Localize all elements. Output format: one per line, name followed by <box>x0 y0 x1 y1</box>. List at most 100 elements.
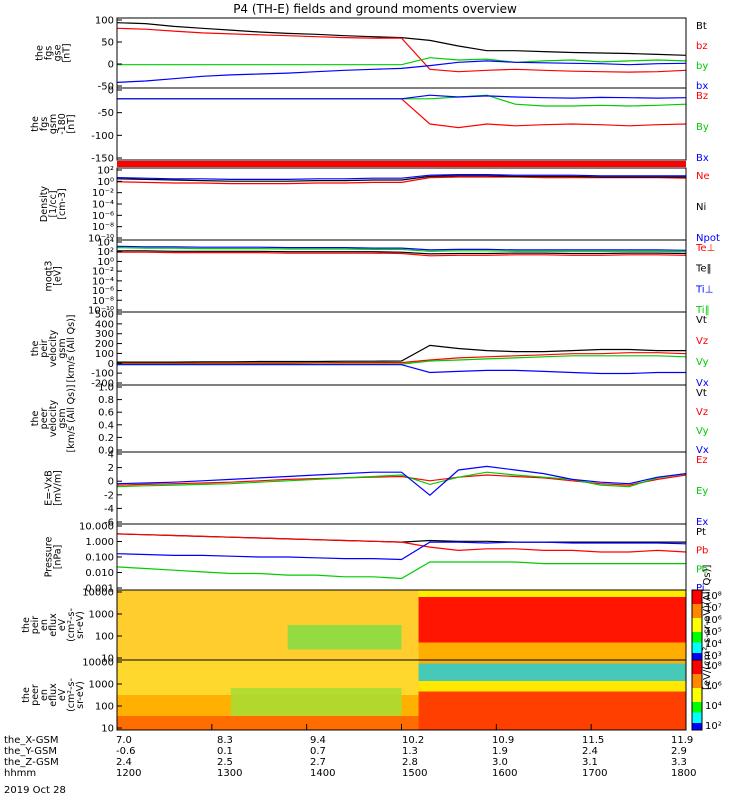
y-tick-label: 10² <box>97 166 114 177</box>
y-axis-label: (cm²-s- <box>66 608 77 642</box>
quality-flag-bar <box>117 161 686 167</box>
footer-row-z: the_Z-GSM 2.4 2.5 2.7 2.8 3.0 3.1 3.3 <box>4 757 687 768</box>
colorbar-tick-label: 10⁶ <box>705 615 722 626</box>
y-axis-label: [mV/m] <box>53 470 64 506</box>
y-axis-label: the <box>35 45 46 61</box>
legend-entry-Ez: Ez <box>696 455 708 466</box>
y-tick-label: 10⁻⁴ <box>92 276 114 287</box>
y-tick-label: 0 <box>108 86 114 97</box>
y-tick-label: -4 <box>104 504 114 515</box>
series-line-Bt <box>116 22 687 56</box>
legend-entry-Vx: Vx <box>696 445 709 456</box>
y-axis-label: gsm <box>57 408 68 428</box>
colorbar-tick-label: 10⁴ <box>705 701 722 712</box>
series-line-Vx <box>117 364 686 375</box>
y-axis-label: [1/cc] <box>48 190 59 217</box>
y-axis-label: the <box>30 411 41 427</box>
y-tick-label: 100 <box>95 349 114 360</box>
y-tick-label: 1000 <box>89 680 114 691</box>
y-tick-label: 10000 <box>82 588 114 599</box>
legend-entry-Ti⊥: Ti⊥ <box>695 284 713 295</box>
y-tick-label: 10⁻² <box>92 188 114 199</box>
series-line-Vz <box>117 352 687 364</box>
y-axis-label: eV <box>57 618 68 631</box>
y-axis-label: Pressure <box>44 537 55 578</box>
y-tick-label: 0 <box>108 60 114 71</box>
figure-title: P4 (TH-E) fields and ground moments over… <box>233 2 517 16</box>
colorbar-segment <box>692 653 702 660</box>
y-tick-label: 10.000 <box>79 522 114 533</box>
footer-label-y: the_Y-GSM <box>4 746 58 757</box>
series-line-Ez <box>116 474 687 486</box>
series-line-Vt <box>117 344 686 363</box>
footer-row-x: the_X-GSM 7.0 8.3 9.4 10.2 10.9 11.5 11.… <box>4 735 694 746</box>
y-tick-label: 10000 <box>82 658 114 669</box>
y-tick-label: 10⁻⁴ <box>92 200 114 211</box>
y-tick-label: 0.0 <box>98 446 114 457</box>
colorbar-segment <box>692 642 702 653</box>
legend-entry-Ti‖: Ti‖ <box>695 305 710 316</box>
legend-entry-Te⊥: Te⊥ <box>695 243 715 254</box>
y-axis-label: (cm²-s- <box>66 678 77 712</box>
y-axis-label: [km/s (All Qs)] <box>66 385 77 453</box>
legend-entry-Vy: Vy <box>696 357 709 368</box>
colorbar-tick-label: 10⁸ <box>705 661 722 672</box>
colorbar-tick-label: 10³ <box>705 651 722 662</box>
legend-entry-Ni: Ni <box>696 202 706 213</box>
date-stamp: 2019 Oct 28 <box>4 785 66 796</box>
legend-entry-Pt: Pt <box>696 527 706 538</box>
y-axis-label: -180 <box>57 113 68 135</box>
colorbar-segment <box>692 712 702 723</box>
colorbar-tick-label: 10⁶ <box>705 681 722 692</box>
y-axis-label: gse <box>53 44 64 61</box>
footer-label-x: the_X-GSM <box>4 735 59 746</box>
y-tick-label: 10 <box>101 724 114 735</box>
y-tick-label: 400 <box>95 319 114 330</box>
y-tick-label: -200 <box>91 379 114 390</box>
y-tick-label: 10⁰ <box>97 177 114 188</box>
y-tick-label: 10⁻⁸ <box>92 296 114 307</box>
panel-frame-6 <box>116 451 687 525</box>
y-tick-label: -50 <box>98 82 114 93</box>
y-axis-label: moqt3 <box>44 261 55 292</box>
legend-entry-By: By <box>696 122 709 133</box>
y-tick-label: -100 <box>91 369 114 380</box>
y-axis-label: gsm <box>57 338 68 358</box>
legend-entry-Bt: Bt <box>696 21 707 32</box>
series-line-Ti‖ <box>116 247 687 253</box>
series-line-Pb <box>116 533 687 553</box>
y-tick-label: -150 <box>91 154 114 165</box>
y-tick-label: 50 <box>101 38 114 49</box>
series-line-Ey <box>116 471 687 488</box>
y-tick-label: 1.0 <box>98 383 114 394</box>
y-axis-label: [km/s (All Qs)] <box>66 315 77 383</box>
y-axis-label: the <box>30 341 41 357</box>
series-line-bz <box>116 27 687 73</box>
y-tick-label: 0.010 <box>85 568 114 579</box>
y-tick-label: 10 <box>101 654 114 665</box>
colorbar-segment <box>692 702 702 713</box>
legend-entry-Vt: Vt <box>696 315 707 326</box>
y-axis-label: Density <box>39 186 50 222</box>
legend-entry-Te‖: Te‖ <box>695 264 712 275</box>
y-axis-label: peir <box>30 616 41 635</box>
series-line-Te‖ <box>117 250 687 255</box>
y-tick-label: 10⁰ <box>97 257 114 268</box>
y-axis-label: sr-eV) <box>75 681 86 709</box>
panel-frame-7 <box>116 523 687 591</box>
y-tick-label: -6 <box>104 518 114 529</box>
spectrogram-block-9-2 <box>117 716 419 730</box>
footer-row-hhmm: hhmm 1200 1300 1400 1500 1600 1700 1800 <box>4 768 697 779</box>
y-tick-label: 10⁻¹⁰ <box>88 234 114 245</box>
spectrogram-block-9-3 <box>418 691 686 730</box>
footer-label-z: the_Z-GSM <box>4 757 59 768</box>
series-line-bx <box>116 60 687 83</box>
legend-entry-Ne: Ne <box>696 171 710 182</box>
y-axis-label: eflux <box>48 683 59 707</box>
legend-entry-Vx: Vx <box>696 378 709 389</box>
y-axis-label: peir <box>39 339 50 358</box>
series-line-Ti⊥ <box>116 245 687 251</box>
series-line-Ex <box>116 465 687 496</box>
y-tick-label: 300 <box>95 329 114 340</box>
y-tick-label: 1000 <box>89 610 114 621</box>
